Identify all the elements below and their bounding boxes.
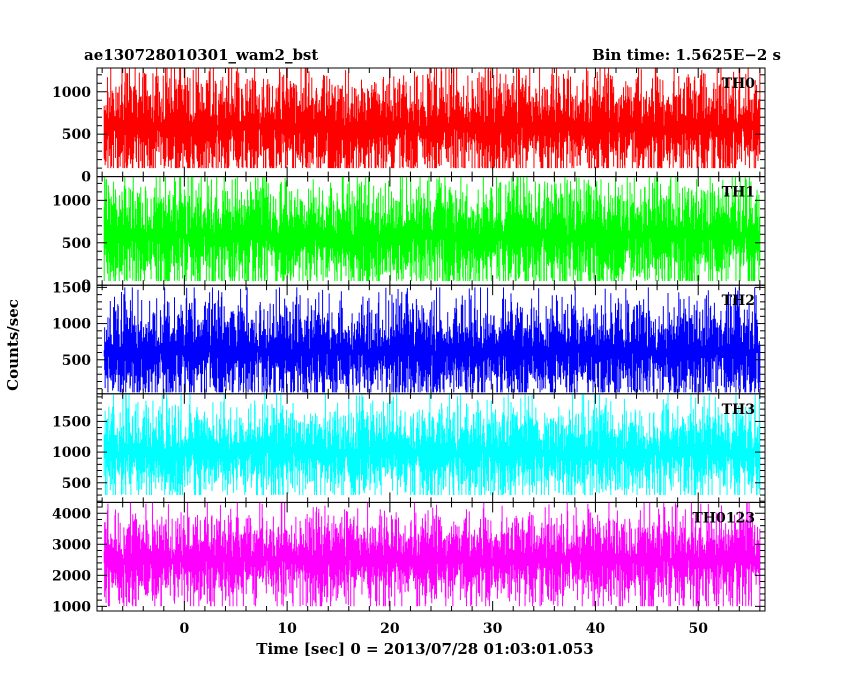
series-th0 bbox=[103, 68, 761, 169]
bin-time-label: Bin time: 1.5625E−2 s bbox=[592, 46, 781, 64]
panel-th0123: 1000 2000 3000 4000 TH0123 bbox=[52, 501, 766, 615]
x-tick-label: 0 bbox=[179, 621, 189, 637]
panel-th1: 0 500 1000 TH1 bbox=[52, 176, 766, 294]
panels-group: 0 500 1000 TH0 0 500 1000 TH1 500 1000 1500 TH2 500 1… bbox=[52, 67, 766, 615]
chart-title: ae130728010301_wam2_bst bbox=[84, 46, 318, 64]
y-tick-label: 1000 bbox=[52, 445, 91, 461]
y-tick-label: 3000 bbox=[52, 537, 91, 553]
panel-label: TH0 bbox=[722, 76, 756, 92]
y-tick-label: 500 bbox=[62, 476, 91, 492]
y-tick-label: 2000 bbox=[52, 568, 91, 584]
y-tick-label: 1000 bbox=[52, 317, 91, 333]
y-tick-label: 0 bbox=[81, 278, 91, 294]
y-tick-label: 1500 bbox=[52, 414, 91, 430]
y-tick-label: 4000 bbox=[52, 506, 91, 522]
panel-th2: 500 1000 1500 TH2 bbox=[52, 280, 766, 395]
y-tick-label: 500 bbox=[62, 353, 91, 369]
panel-th3: 500 1000 1500 TH3 bbox=[52, 393, 766, 503]
series-th0123 bbox=[103, 502, 761, 607]
series-th2 bbox=[103, 287, 761, 393]
x-axis-label: Time [sec] 0 = 2013/07/28 01:03:01.053 bbox=[256, 640, 593, 658]
x-tick-label: 40 bbox=[586, 621, 606, 637]
panel-th0: 0 500 1000 TH0 bbox=[52, 67, 766, 186]
series-th3 bbox=[103, 393, 761, 495]
x-tick-label: 30 bbox=[483, 621, 503, 637]
y-tick-label: 1000 bbox=[52, 85, 91, 101]
y-tick-label: 500 bbox=[62, 127, 91, 143]
y-tick-label: 1500 bbox=[52, 280, 91, 296]
y-tick-label: 1000 bbox=[52, 599, 91, 615]
panel-label: TH1 bbox=[722, 185, 755, 201]
x-tick-label: 50 bbox=[688, 621, 708, 637]
y-tick-label: 500 bbox=[62, 236, 91, 252]
panel-label: TH3 bbox=[722, 402, 755, 418]
x-tick-label: 20 bbox=[380, 621, 400, 637]
y-tick-label: 1000 bbox=[52, 193, 91, 209]
x-axis: 0 10 20 30 40 50 bbox=[179, 621, 708, 637]
panel-label: TH0123 bbox=[692, 510, 755, 526]
series-th1 bbox=[103, 176, 761, 281]
y-tick-label: 0 bbox=[81, 170, 91, 186]
x-tick-label: 10 bbox=[277, 621, 297, 637]
y-axis-label: Counts/sec bbox=[4, 299, 22, 391]
panel-label: TH2 bbox=[722, 293, 755, 309]
